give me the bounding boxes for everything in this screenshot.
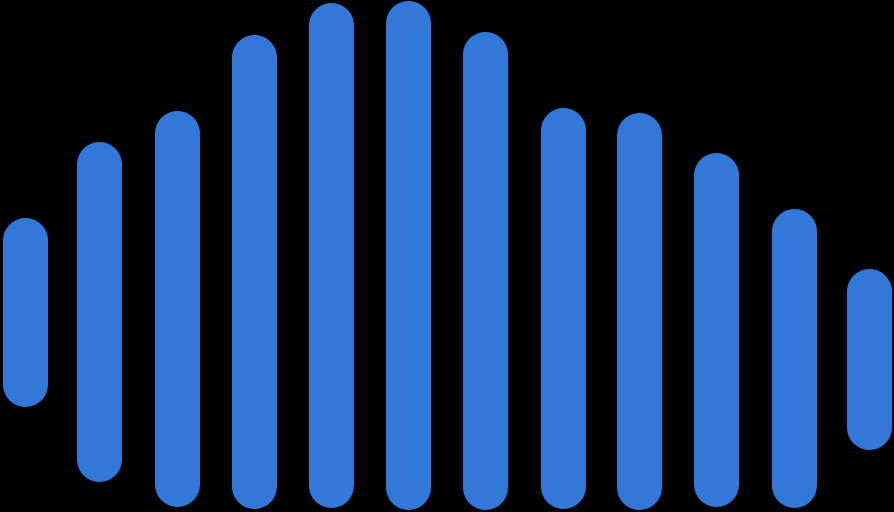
waveform-bar-10 xyxy=(694,153,739,507)
waveform-bar-4 xyxy=(232,35,277,509)
waveform-bar-7 xyxy=(463,32,508,510)
waveform-bar-9 xyxy=(617,113,662,510)
waveform-bar-11 xyxy=(772,209,817,508)
waveform-bar-5 xyxy=(309,3,354,508)
waveform-bar-8 xyxy=(541,108,586,509)
waveform-bar-6 xyxy=(386,1,431,510)
waveform-bar-3 xyxy=(155,111,200,507)
waveform-bar-2 xyxy=(77,142,122,482)
waveform-bar-12 xyxy=(847,269,892,450)
waveform-bar-1 xyxy=(3,218,48,407)
